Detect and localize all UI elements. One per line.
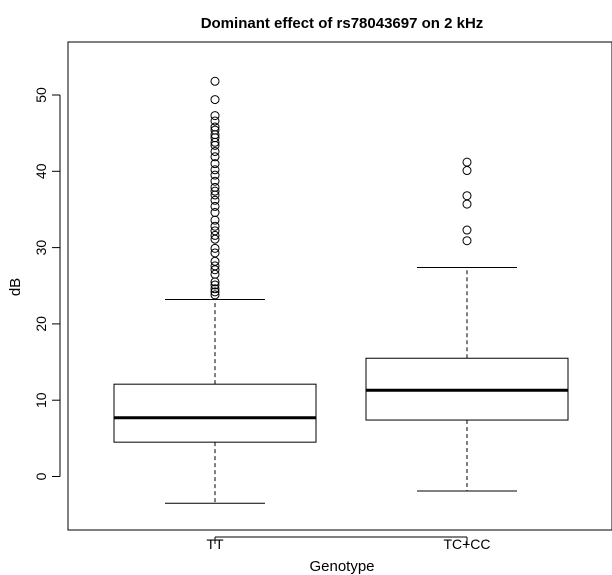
plot-frame <box>67 41 612 531</box>
outlier-point <box>210 165 220 175</box>
chart-title: Dominant effect of rs78043697 on 2 kHz <box>201 15 484 32</box>
outlier-point <box>462 166 472 176</box>
boxes-layer <box>113 76 569 504</box>
outlier-point <box>462 191 472 201</box>
iqr-box <box>113 383 317 443</box>
outlier-point <box>210 280 220 290</box>
outlier-point <box>210 111 220 121</box>
x-axis: TT TC+CC <box>206 536 490 552</box>
x-axis-label: Genotype <box>309 558 374 575</box>
y-tick-label: 0 <box>33 472 49 480</box>
outlier-point <box>210 201 220 211</box>
box-group <box>365 157 569 492</box>
outlier-point <box>462 199 472 209</box>
outlier-point <box>210 159 220 169</box>
outlier-point <box>210 146 220 156</box>
outlier-point <box>210 215 220 225</box>
outlier-point <box>210 76 220 86</box>
x-tick-label: TT <box>206 536 224 552</box>
y-tick-label: 40 <box>33 163 49 179</box>
outlier-point <box>210 290 220 300</box>
outlier-point <box>462 157 472 167</box>
y-tick-label: 10 <box>33 392 49 408</box>
outlier-point <box>210 152 220 162</box>
outlier-point <box>210 261 220 271</box>
outlier-point <box>210 186 220 196</box>
y-axis: 0 10 20 30 40 50 <box>33 87 61 480</box>
outlier-point <box>210 221 220 231</box>
outlier-point <box>210 284 220 294</box>
outlier-point <box>210 122 220 132</box>
outlier-point <box>462 236 472 246</box>
box-group <box>113 76 317 504</box>
outlier-point <box>210 243 220 253</box>
outlier-point <box>210 116 220 126</box>
outlier-point <box>210 125 220 135</box>
y-tick-label: 30 <box>33 240 49 256</box>
outlier-point <box>210 182 220 192</box>
y-axis-label: dB <box>7 278 24 296</box>
y-tick-label: 50 <box>33 87 49 103</box>
outlier-point <box>210 95 220 105</box>
x-tick-label: TC+CC <box>443 536 490 552</box>
outlier-point <box>210 256 220 266</box>
outlier-point <box>210 248 220 258</box>
outlier-point <box>210 287 220 297</box>
outlier-point <box>210 208 220 218</box>
outlier-point <box>210 230 220 240</box>
y-tick-label: 20 <box>33 316 49 332</box>
outlier-point <box>210 170 220 180</box>
outlier-point <box>210 195 220 205</box>
outlier-point <box>462 225 472 235</box>
outlier-point <box>210 226 220 236</box>
outlier-point <box>210 269 220 279</box>
outlier-point <box>210 176 220 186</box>
